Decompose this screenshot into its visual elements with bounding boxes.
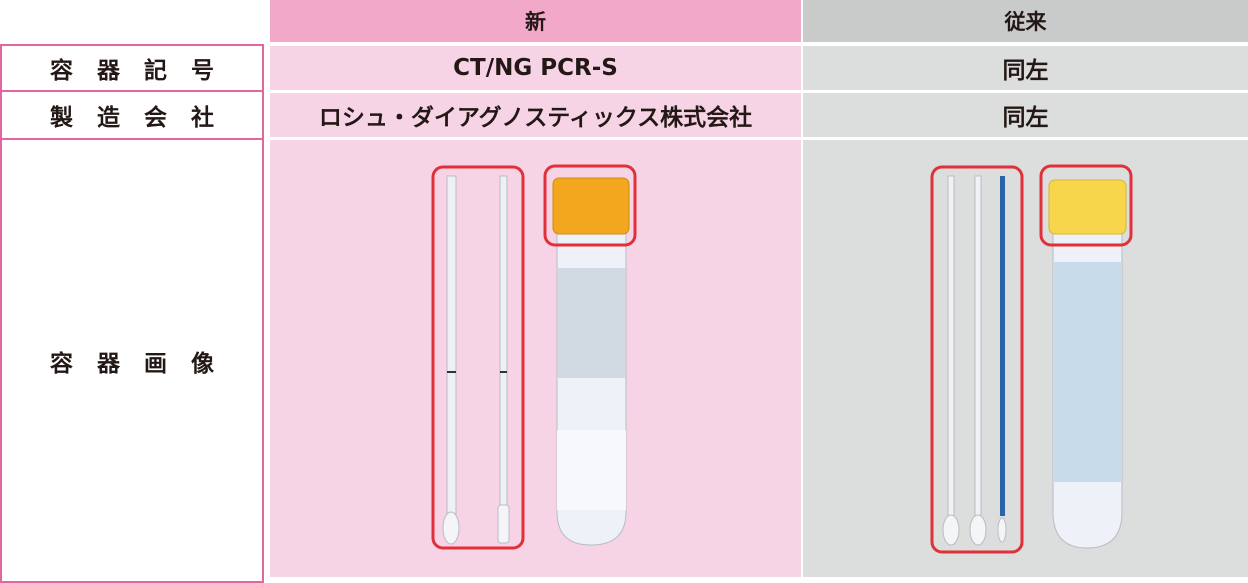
row-label: 容器記号 [0, 44, 264, 92]
swab [947, 175, 955, 517]
header-new: 新 [270, 0, 801, 42]
cap [1048, 179, 1127, 235]
swab-tip [969, 514, 987, 546]
cell-old [803, 140, 1248, 577]
tube-label [1053, 262, 1122, 482]
swab-tip [942, 514, 960, 546]
tube-liquid [557, 430, 626, 510]
swab [499, 175, 508, 507]
row-label: 容器画像 [0, 138, 264, 583]
swab [446, 175, 457, 517]
highlight [930, 165, 1024, 554]
swab [974, 175, 982, 517]
swab-tip [997, 517, 1007, 543]
highlight [543, 164, 637, 247]
swab-tip [442, 511, 460, 545]
row-label: 製造会社 [0, 90, 264, 140]
highlight [1039, 164, 1133, 247]
cell-new: ロシュ・ダイアグノスティックス株式会社 [270, 93, 801, 137]
cell-old: 同左 [803, 46, 1248, 90]
cell-old: 同左 [803, 93, 1248, 137]
cap [552, 177, 630, 235]
highlight [431, 165, 525, 550]
tube-label [557, 268, 626, 378]
cell-new: CT/NG PCR-S [270, 46, 801, 90]
cell-new [270, 140, 801, 577]
header-old: 従来 [803, 0, 1248, 42]
swab [1000, 176, 1005, 516]
swab-tip [497, 504, 510, 544]
